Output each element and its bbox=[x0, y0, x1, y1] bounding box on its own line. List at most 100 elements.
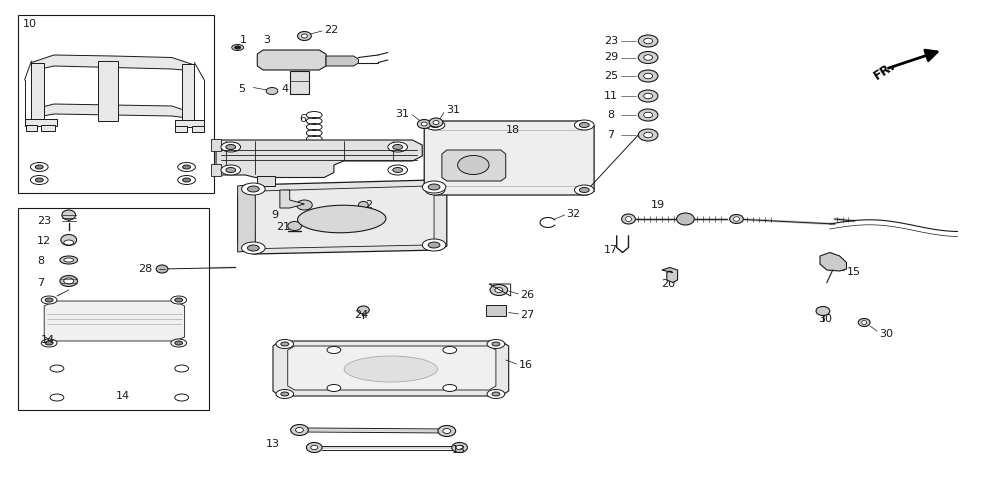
Circle shape bbox=[425, 120, 445, 130]
Ellipse shape bbox=[490, 284, 508, 296]
Circle shape bbox=[221, 142, 241, 152]
Circle shape bbox=[487, 340, 505, 348]
Circle shape bbox=[50, 394, 64, 401]
Circle shape bbox=[388, 165, 408, 175]
Circle shape bbox=[487, 390, 505, 398]
Text: 7: 7 bbox=[607, 130, 615, 140]
Circle shape bbox=[45, 341, 53, 345]
Ellipse shape bbox=[417, 120, 431, 128]
Text: 5: 5 bbox=[238, 84, 246, 94]
Polygon shape bbox=[238, 184, 255, 252]
Circle shape bbox=[171, 339, 187, 347]
Text: 14: 14 bbox=[41, 335, 55, 345]
Text: 21: 21 bbox=[276, 222, 290, 232]
Ellipse shape bbox=[458, 156, 489, 174]
Ellipse shape bbox=[644, 93, 652, 99]
Circle shape bbox=[281, 392, 289, 396]
Ellipse shape bbox=[452, 442, 467, 452]
Circle shape bbox=[226, 168, 236, 172]
Circle shape bbox=[41, 339, 57, 347]
Circle shape bbox=[242, 242, 265, 254]
Text: 28: 28 bbox=[138, 264, 152, 274]
Ellipse shape bbox=[638, 129, 658, 141]
Polygon shape bbox=[211, 139, 221, 151]
Circle shape bbox=[35, 165, 43, 169]
Text: 30: 30 bbox=[818, 314, 832, 324]
Text: 2: 2 bbox=[365, 200, 372, 210]
Circle shape bbox=[276, 340, 294, 348]
Circle shape bbox=[175, 341, 183, 345]
Ellipse shape bbox=[62, 210, 76, 220]
Circle shape bbox=[178, 176, 195, 184]
Bar bbox=[18, 15, 214, 192]
Circle shape bbox=[175, 298, 183, 302]
Polygon shape bbox=[257, 176, 275, 186]
Polygon shape bbox=[49, 365, 189, 400]
Text: 3: 3 bbox=[263, 35, 271, 45]
Text: 12: 12 bbox=[37, 236, 51, 246]
Ellipse shape bbox=[429, 118, 443, 127]
Circle shape bbox=[443, 384, 457, 392]
Circle shape bbox=[579, 188, 589, 192]
Ellipse shape bbox=[638, 52, 658, 64]
Bar bbox=[18, 208, 209, 410]
Circle shape bbox=[242, 183, 265, 195]
Polygon shape bbox=[25, 119, 57, 126]
Text: 14: 14 bbox=[116, 391, 130, 401]
Circle shape bbox=[175, 365, 189, 372]
Ellipse shape bbox=[421, 122, 427, 126]
Polygon shape bbox=[424, 121, 594, 195]
Text: 10: 10 bbox=[23, 19, 36, 29]
Ellipse shape bbox=[730, 214, 743, 224]
Text: 31: 31 bbox=[396, 109, 409, 119]
Ellipse shape bbox=[288, 222, 301, 230]
Polygon shape bbox=[662, 268, 678, 282]
Circle shape bbox=[425, 185, 445, 195]
Circle shape bbox=[579, 122, 589, 128]
Ellipse shape bbox=[626, 216, 631, 222]
Circle shape bbox=[183, 178, 191, 182]
Text: 22: 22 bbox=[324, 25, 339, 35]
Text: 31: 31 bbox=[446, 105, 460, 115]
Ellipse shape bbox=[60, 256, 78, 264]
Ellipse shape bbox=[644, 38, 652, 44]
Ellipse shape bbox=[298, 32, 311, 40]
Polygon shape bbox=[238, 180, 447, 254]
Ellipse shape bbox=[495, 288, 503, 292]
Ellipse shape bbox=[644, 112, 652, 117]
Polygon shape bbox=[273, 341, 509, 396]
Circle shape bbox=[178, 162, 195, 172]
Polygon shape bbox=[26, 125, 37, 131]
Circle shape bbox=[175, 394, 189, 401]
Text: 1: 1 bbox=[240, 35, 247, 45]
Text: FR.: FR. bbox=[871, 60, 898, 82]
Circle shape bbox=[443, 346, 457, 354]
Circle shape bbox=[492, 342, 500, 346]
Polygon shape bbox=[34, 104, 191, 118]
Ellipse shape bbox=[644, 132, 652, 138]
Ellipse shape bbox=[310, 445, 318, 450]
Text: 30: 30 bbox=[879, 329, 893, 339]
Circle shape bbox=[428, 242, 440, 248]
Text: 19: 19 bbox=[651, 200, 665, 210]
Text: 8: 8 bbox=[607, 110, 615, 120]
Text: 6: 6 bbox=[299, 114, 306, 124]
Circle shape bbox=[574, 120, 594, 130]
Text: 23: 23 bbox=[37, 216, 51, 226]
Ellipse shape bbox=[266, 88, 278, 94]
Ellipse shape bbox=[358, 202, 368, 208]
Ellipse shape bbox=[64, 258, 74, 262]
Ellipse shape bbox=[297, 200, 312, 210]
Circle shape bbox=[235, 46, 241, 49]
Ellipse shape bbox=[816, 306, 830, 316]
Circle shape bbox=[45, 298, 53, 302]
Circle shape bbox=[247, 245, 259, 251]
Circle shape bbox=[30, 162, 48, 172]
Text: 17: 17 bbox=[604, 245, 618, 255]
Text: 32: 32 bbox=[567, 209, 580, 219]
Polygon shape bbox=[280, 190, 304, 208]
Ellipse shape bbox=[677, 213, 694, 225]
Circle shape bbox=[428, 184, 440, 190]
Text: 11: 11 bbox=[604, 91, 618, 101]
Polygon shape bbox=[37, 296, 191, 345]
